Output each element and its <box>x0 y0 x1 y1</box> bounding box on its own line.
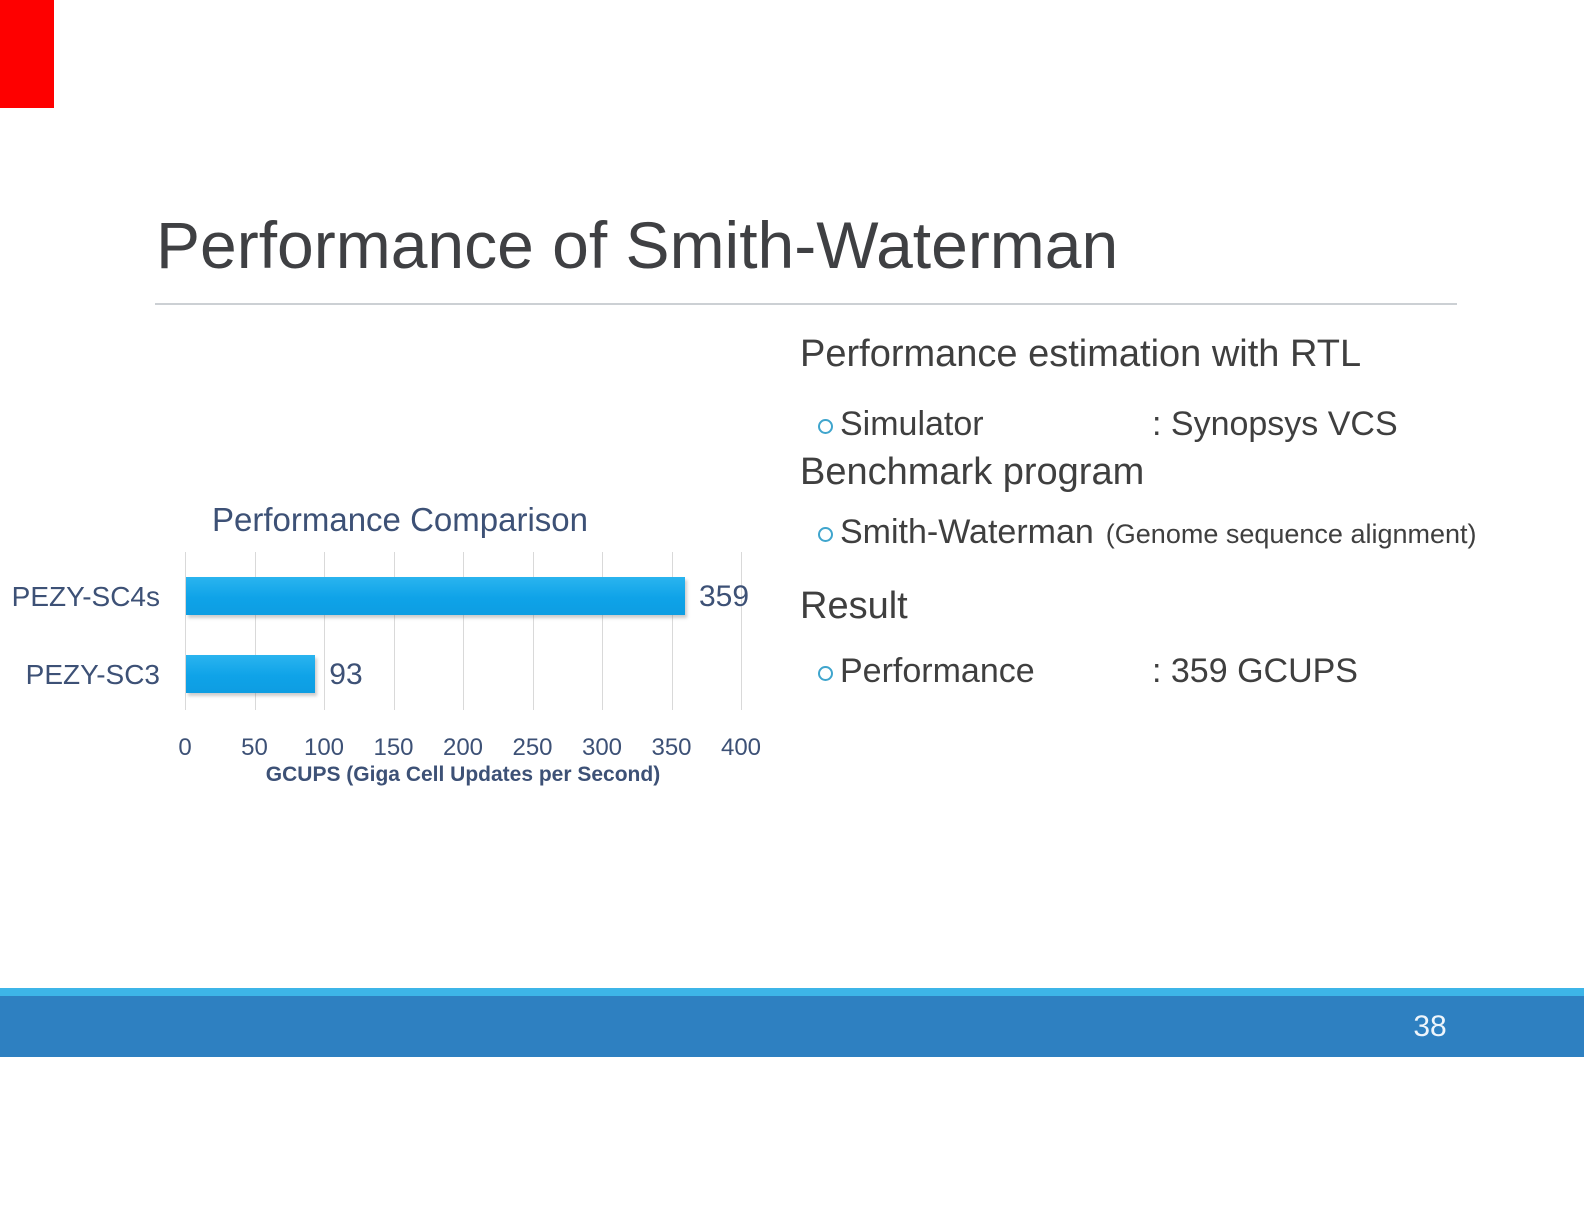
category-label-pezy-sc3: PEZY-SC3 <box>25 659 160 690</box>
category-label-pezy-sc4s: PEZY-SC4s <box>11 581 160 612</box>
section-heading-benchmark-program: Benchmark program <box>800 451 1145 493</box>
chart-gridline <box>671 552 673 710</box>
bar-pezy-sc3 <box>186 655 316 693</box>
x-tick-label: 50 <box>241 734 268 761</box>
chart-gridline <box>185 552 186 710</box>
circle-bullet-icon <box>818 419 833 434</box>
x-tick-label: 200 <box>442 734 484 761</box>
bar-value-pezy-sc3: 93 <box>329 658 363 691</box>
bullet-value-performance: : 359 GCUPS <box>1152 652 1358 690</box>
chart-gridline <box>324 552 325 710</box>
chart-gridline <box>254 552 256 710</box>
x-tick-label: 250 <box>512 734 553 761</box>
red-corner-accent <box>0 0 54 108</box>
x-tick-label: 350 <box>651 734 692 761</box>
bullet-line-simulator: Simulator : Synopsys VCS <box>800 402 1520 448</box>
bullet-line-smith-waterman: Smith-Waterman (Genome sequence alignment… <box>800 510 1520 556</box>
bullet-label-simulator: Simulator <box>840 405 984 443</box>
circle-bullet-icon <box>818 527 833 542</box>
bullet-label-smith-waterman: Smith-Waterman (Genome sequence alignment… <box>840 510 1477 554</box>
circle-bullet-icon <box>818 666 833 681</box>
title-underline <box>155 303 1457 305</box>
chart-gridline <box>463 552 464 710</box>
bar-pezy-sc4s <box>186 577 685 615</box>
chart-gridline <box>393 552 395 710</box>
section-heading-performance-estimation: Performance estimation with RTL <box>800 333 1362 375</box>
page-title: Performance of Smith-Waterman <box>156 208 1119 282</box>
bullet-line-performance-result: Performance : 359 GCUPS <box>800 649 1520 695</box>
x-tick-label: 300 <box>581 734 623 761</box>
chart-gridline <box>532 552 534 710</box>
footer-light-strip <box>0 988 1584 996</box>
x-tick-label: 150 <box>373 734 414 761</box>
x-tick-label: 0 <box>178 734 192 761</box>
x-tick-label: 400 <box>720 734 762 761</box>
bar-value-pezy-sc4s: 359 <box>699 580 750 613</box>
chart-gridline <box>602 552 603 710</box>
footer-bar <box>0 996 1584 1057</box>
bullet-label-performance: Performance <box>840 652 1035 690</box>
chart-gridline <box>741 552 742 710</box>
x-tick-label: 100 <box>303 734 345 761</box>
benchmark-note: (Genome sequence alignment) <box>1105 519 1477 549</box>
benchmark-name: Smith-Waterman <box>840 513 1094 551</box>
chart-title: Performance Comparison <box>212 501 588 538</box>
bullet-value-simulator: : Synopsys VCS <box>1152 405 1398 443</box>
x-axis-label: GCUPS (Giga Cell Updates per Second) <box>265 763 661 786</box>
page-number: 38 <box>1413 1010 1447 1043</box>
section-heading-result: Result <box>800 585 908 627</box>
